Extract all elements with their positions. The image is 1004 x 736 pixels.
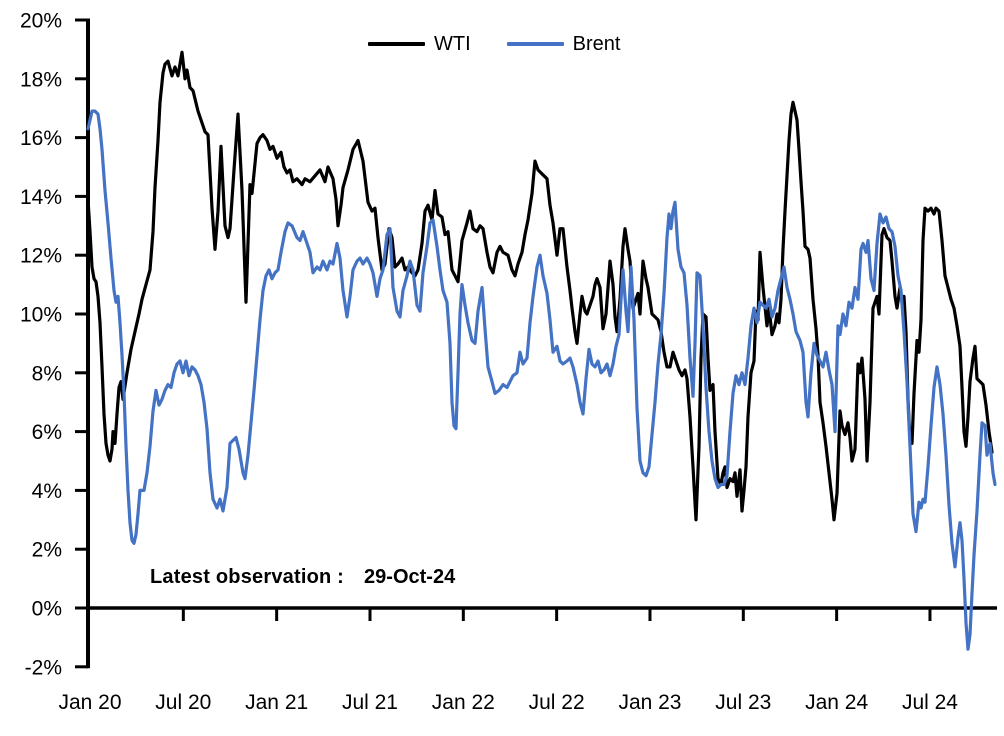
y-axis-tick-label: 16% (20, 127, 62, 150)
y-axis-tick-label: 6% (32, 421, 62, 444)
legend-item-wti: WTI (368, 34, 471, 54)
wti-series-line (86, 50, 994, 522)
legend-item-brent: Brent (506, 33, 621, 55)
latest-observation-annotation: Latest observation : 29-Oct-24 (150, 566, 455, 589)
x-axis-tick-label: Jan 20 (58, 691, 121, 714)
x-axis-tick-label: Jul 23 (715, 691, 771, 714)
x-axis-tick-label: Jan 22 (432, 691, 495, 714)
brent-series-line (86, 109, 997, 651)
x-axis-tick-label: Jan 21 (245, 691, 308, 714)
x-axis-tick-label: Jul 24 (902, 691, 958, 714)
y-axis-tick-label: 0% (32, 598, 62, 621)
y-axis-tick-label: 18% (20, 68, 62, 91)
brent-legend-label: Brent (572, 33, 621, 55)
y-axis-tick-label: 8% (32, 362, 62, 385)
x-axis-tick-label: Jul 22 (529, 691, 585, 714)
chart-legend: WTI Brent (368, 34, 620, 54)
y-axis-tick-label: 20% (20, 10, 62, 33)
wti-legend-label: WTI (434, 33, 471, 55)
y-axis-tick-label: 2% (32, 539, 62, 562)
x-axis-tick-label: Jan 24 (805, 691, 868, 714)
latest-observation-label: Latest observation : (150, 566, 345, 588)
latest-observation-date: 29-Oct-24 (364, 566, 456, 588)
x-axis-tick-label: Jul 21 (342, 691, 398, 714)
y-axis-tick-label: 10% (20, 304, 62, 327)
y-axis-tick-label: 14% (20, 186, 62, 209)
y-axis-tick-label: 12% (20, 245, 62, 268)
y-axis-tick-label: -2% (25, 656, 62, 679)
y-axis-tick-label: 4% (32, 480, 62, 503)
x-axis-tick-label: Jan 23 (618, 691, 681, 714)
x-axis-tick-label: Jul 20 (155, 691, 211, 714)
wti-line-swatch (368, 42, 425, 46)
brent-line-swatch (506, 42, 564, 46)
